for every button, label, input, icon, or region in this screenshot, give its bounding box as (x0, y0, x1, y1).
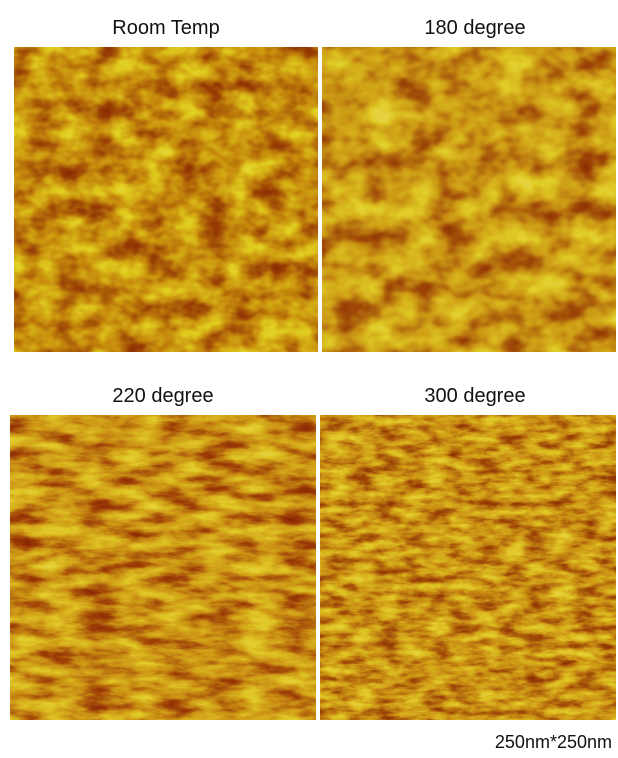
panel-label: 300 degree (424, 385, 525, 407)
afm-image (320, 415, 616, 720)
afm-image (322, 47, 616, 352)
panel-label: 180 degree (424, 17, 525, 39)
figure: Room Temp 180 degree 220 degree 300 degr… (0, 0, 618, 753)
panel-label: Room Temp (112, 17, 219, 39)
afm-image (14, 47, 318, 352)
scale-note: 250nm*250nm (495, 732, 612, 752)
afm-image (10, 415, 316, 720)
panel-label: 220 degree (112, 385, 213, 407)
